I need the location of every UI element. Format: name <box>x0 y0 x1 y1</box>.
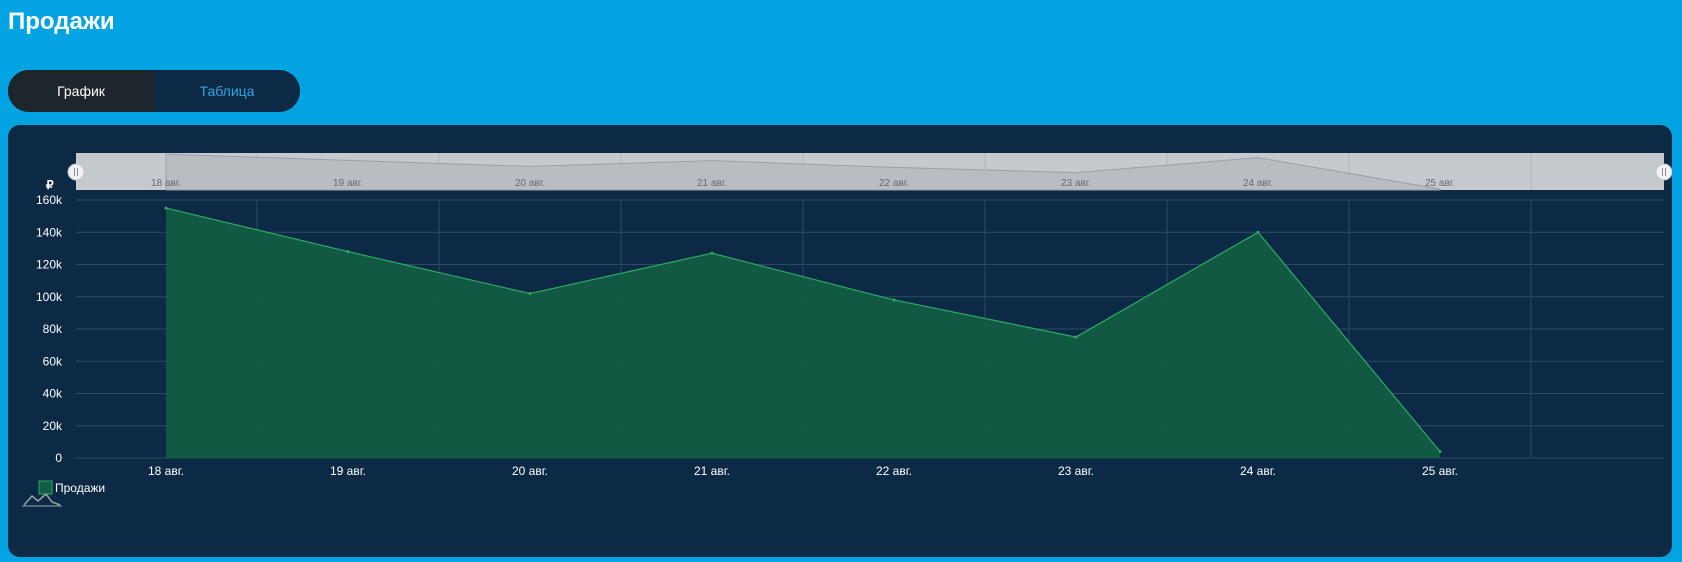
data-point <box>1256 230 1260 234</box>
x-tick-label: 22 авг. <box>876 464 912 478</box>
y-tick-label: 60k <box>43 354 63 368</box>
navigator-tick-label: 22 авг. <box>879 178 909 189</box>
y-tick-label: 140k <box>36 225 63 239</box>
x-tick-label: 20 авг. <box>512 464 548 478</box>
x-tick-label: 24 авг. <box>1240 464 1276 478</box>
x-tick-label: 23 авг. <box>1058 464 1094 478</box>
y-tick-label: 100k <box>36 290 63 304</box>
series-area <box>166 208 1440 458</box>
chart-legend[interactable]: Продажи <box>38 480 105 495</box>
y-tick-label: 160k <box>36 193 63 207</box>
navigator-tick-label: 24 авг. <box>1243 178 1273 189</box>
x-tick-label: 25 авг. <box>1422 464 1458 478</box>
chart-navigator[interactable]: 18 авг. 19 авг. 20 авг. 21 авг. 22 авг. 23 ав… <box>67 153 1672 191</box>
chart-type-icon[interactable] <box>22 492 62 507</box>
handle-knob <box>1655 163 1672 181</box>
tab-table[interactable]: Таблица <box>154 70 300 112</box>
navigator-tick-label: 18 авг. <box>151 178 181 189</box>
navigator-tick-label: 25 авг. <box>1425 178 1455 189</box>
chart-series <box>164 206 1442 458</box>
y-tick-label: 20k <box>43 419 63 433</box>
sales-area-chart: 18 авг. 19 авг. 20 авг. 21 авг. 22 авг. 23 ав… <box>22 153 1672 507</box>
navigator-right-handle[interactable] <box>1655 163 1672 181</box>
data-point <box>1074 335 1078 339</box>
y-tick-label: 80k <box>43 322 63 336</box>
x-tick-label: 21 авг. <box>694 464 730 478</box>
y-tick-label: 0 <box>55 451 62 465</box>
page-title: Продажи <box>8 8 115 35</box>
data-point <box>528 292 532 296</box>
data-point <box>1438 450 1442 454</box>
x-tick-label: 19 авг. <box>330 464 366 478</box>
x-axis: 18 авг. 19 авг. 20 авг. 21 авг. 22 авг. 23 ав… <box>148 464 1458 478</box>
data-point <box>346 250 350 254</box>
chart-card: 18 авг. 19 авг. 20 авг. 21 авг. 22 авг. 23 ав… <box>8 125 1672 557</box>
navigator-left-handle[interactable] <box>67 163 85 181</box>
navigator-tick-label: 21 авг. <box>697 178 727 189</box>
navigator-series <box>165 153 1441 191</box>
x-tick-label: 18 авг. <box>148 464 184 478</box>
y-tick-label: 40k <box>43 387 63 401</box>
data-point <box>710 251 714 255</box>
series-line <box>165 207 1441 452</box>
y-axis: 0 20k 40k 60k 80k 100k 120k 140k 160k <box>36 193 63 465</box>
data-point <box>164 206 168 210</box>
legend-label: Продажи <box>55 481 105 495</box>
y-axis-unit-label: ₽ <box>46 178 54 192</box>
y-tick-label: 120k <box>36 258 63 272</box>
data-point <box>892 298 896 302</box>
navigator-tick-label: 20 авг. <box>515 178 545 189</box>
view-toggle: График Таблица <box>8 70 300 112</box>
navigator-tick-label: 19 авг. <box>333 178 363 189</box>
tab-chart[interactable]: График <box>8 70 154 112</box>
handle-knob <box>67 163 85 181</box>
navigator-tick-label: 23 авг. <box>1061 178 1091 189</box>
legend-swatch <box>38 480 53 495</box>
